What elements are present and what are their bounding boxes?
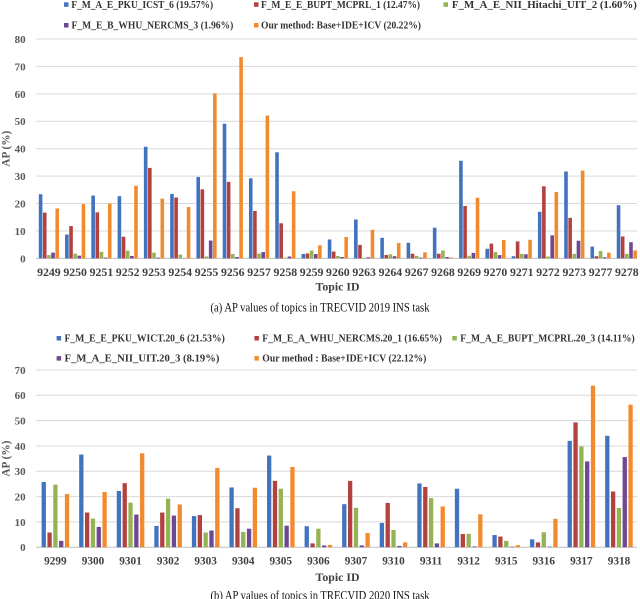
svg-text:9260: 9260 — [326, 266, 350, 279]
svg-text:9263: 9263 — [352, 266, 376, 279]
svg-text:9257: 9257 — [247, 266, 271, 279]
svg-text:(b) AP values of topics in TRE: (b) AP values of topics in TRECVID 2020 … — [211, 589, 431, 599]
svg-text:9253: 9253 — [142, 266, 166, 279]
svg-text:9299: 9299 — [44, 556, 67, 568]
svg-text:9278: 9278 — [615, 266, 639, 279]
svg-text:9311: 9311 — [420, 556, 443, 568]
svg-text:40: 40 — [15, 144, 27, 156]
svg-text:9259: 9259 — [300, 266, 324, 279]
svg-text:9256: 9256 — [221, 266, 245, 279]
svg-text:F_M_E_E_PKU_WICT.20_6 (21.53%): F_M_E_E_PKU_WICT.20_6 (21.53%) — [65, 334, 226, 345]
svg-text:9310: 9310 — [382, 556, 405, 568]
svg-text:40: 40 — [15, 441, 27, 453]
svg-text:9258: 9258 — [274, 266, 298, 279]
svg-text:Our method : Base+IDE+ICV (22.: Our method : Base+IDE+ICV (22.12%) — [262, 354, 427, 365]
svg-text:50: 50 — [15, 416, 27, 428]
svg-text:9307: 9307 — [345, 556, 368, 568]
svg-text:Our method: Base+IDE+ICV (20.2: Our method: Base+IDE+ICV (20.22%) — [261, 21, 421, 32]
svg-text:9269: 9269 — [457, 266, 481, 279]
svg-text:F_M_A_E_BUPT_MCPRL.20_3 (14.11: F_M_A_E_BUPT_MCPRL.20_3 (14.11%) — [460, 334, 635, 345]
svg-text:50: 50 — [15, 116, 27, 128]
svg-text:70: 70 — [15, 365, 27, 377]
svg-text:30: 30 — [15, 466, 27, 478]
svg-text:30: 30 — [15, 171, 27, 183]
svg-text:60: 60 — [15, 89, 27, 101]
svg-text:9254: 9254 — [168, 266, 192, 279]
svg-text:9305: 9305 — [270, 556, 293, 568]
svg-text:AP (%): AP (%) — [1, 440, 13, 476]
svg-text:9268: 9268 — [431, 266, 455, 279]
svg-text:9250: 9250 — [63, 266, 87, 279]
svg-text:20: 20 — [15, 198, 27, 210]
svg-text:9304: 9304 — [232, 556, 255, 568]
svg-text:9252: 9252 — [116, 266, 140, 279]
svg-text:80: 80 — [15, 34, 27, 46]
svg-text:9267: 9267 — [405, 266, 429, 279]
svg-text:F_M_A_E_NII_Hitachi_UIT_2 (1.6: F_M_A_E_NII_Hitachi_UIT_2 (1.60%) — [452, 0, 638, 11]
svg-text:Topic ID: Topic ID — [316, 570, 360, 584]
svg-text:9251: 9251 — [90, 266, 114, 279]
svg-text:9317: 9317 — [570, 556, 593, 568]
svg-text:10: 10 — [15, 517, 27, 529]
svg-text:0: 0 — [20, 542, 26, 554]
svg-text:9270: 9270 — [484, 266, 508, 279]
svg-text:9264: 9264 — [379, 266, 403, 279]
svg-text:9271: 9271 — [510, 266, 534, 279]
svg-text:9301: 9301 — [119, 556, 142, 568]
svg-text:9315: 9315 — [495, 556, 518, 568]
svg-text:9255: 9255 — [195, 266, 219, 279]
svg-text:9272: 9272 — [536, 266, 560, 279]
svg-text:9273: 9273 — [563, 266, 587, 279]
svg-text:9300: 9300 — [82, 556, 105, 568]
svg-text:9277: 9277 — [589, 266, 613, 279]
svg-text:(a) AP values of topics in TRE: (a) AP values of topics in TRECVID 2019 … — [211, 301, 431, 315]
svg-text:F_M_E_A_WHU_NERCMS.20_1 (16.65: F_M_E_A_WHU_NERCMS.20_1 (16.65%) — [262, 334, 442, 345]
svg-text:9312: 9312 — [457, 556, 480, 568]
svg-text:9306: 9306 — [307, 556, 330, 568]
svg-text:10: 10 — [15, 226, 27, 238]
svg-text:0: 0 — [20, 253, 26, 265]
svg-text:F_M_A_E_NII_UIT.20_3 (8.19%): F_M_A_E_NII_UIT.20_3 (8.19%) — [65, 354, 220, 365]
svg-text:60: 60 — [15, 390, 27, 402]
svg-text:F_M_E_B_WHU_NERCMS_3 (1.96%): F_M_E_B_WHU_NERCMS_3 (1.96%) — [72, 21, 234, 32]
svg-text:9302: 9302 — [157, 556, 180, 568]
svg-text:Topic ID: Topic ID — [316, 280, 360, 294]
svg-text:AP (%): AP (%) — [1, 131, 13, 167]
svg-text:9249: 9249 — [37, 266, 61, 279]
svg-text:9318: 9318 — [608, 556, 631, 568]
svg-text:9316: 9316 — [533, 556, 556, 568]
svg-text:20: 20 — [15, 491, 27, 503]
svg-text:9303: 9303 — [194, 556, 217, 568]
svg-text:70: 70 — [15, 61, 27, 73]
svg-text:F_M_A_E_PKU_ICST_6 (19.57%): F_M_A_E_PKU_ICST_6 (19.57%) — [71, 0, 213, 11]
svg-text:F_M_E_E_BUPT_MCPRL_1 (12.47%): F_M_E_E_BUPT_MCPRL_1 (12.47%) — [261, 0, 420, 11]
